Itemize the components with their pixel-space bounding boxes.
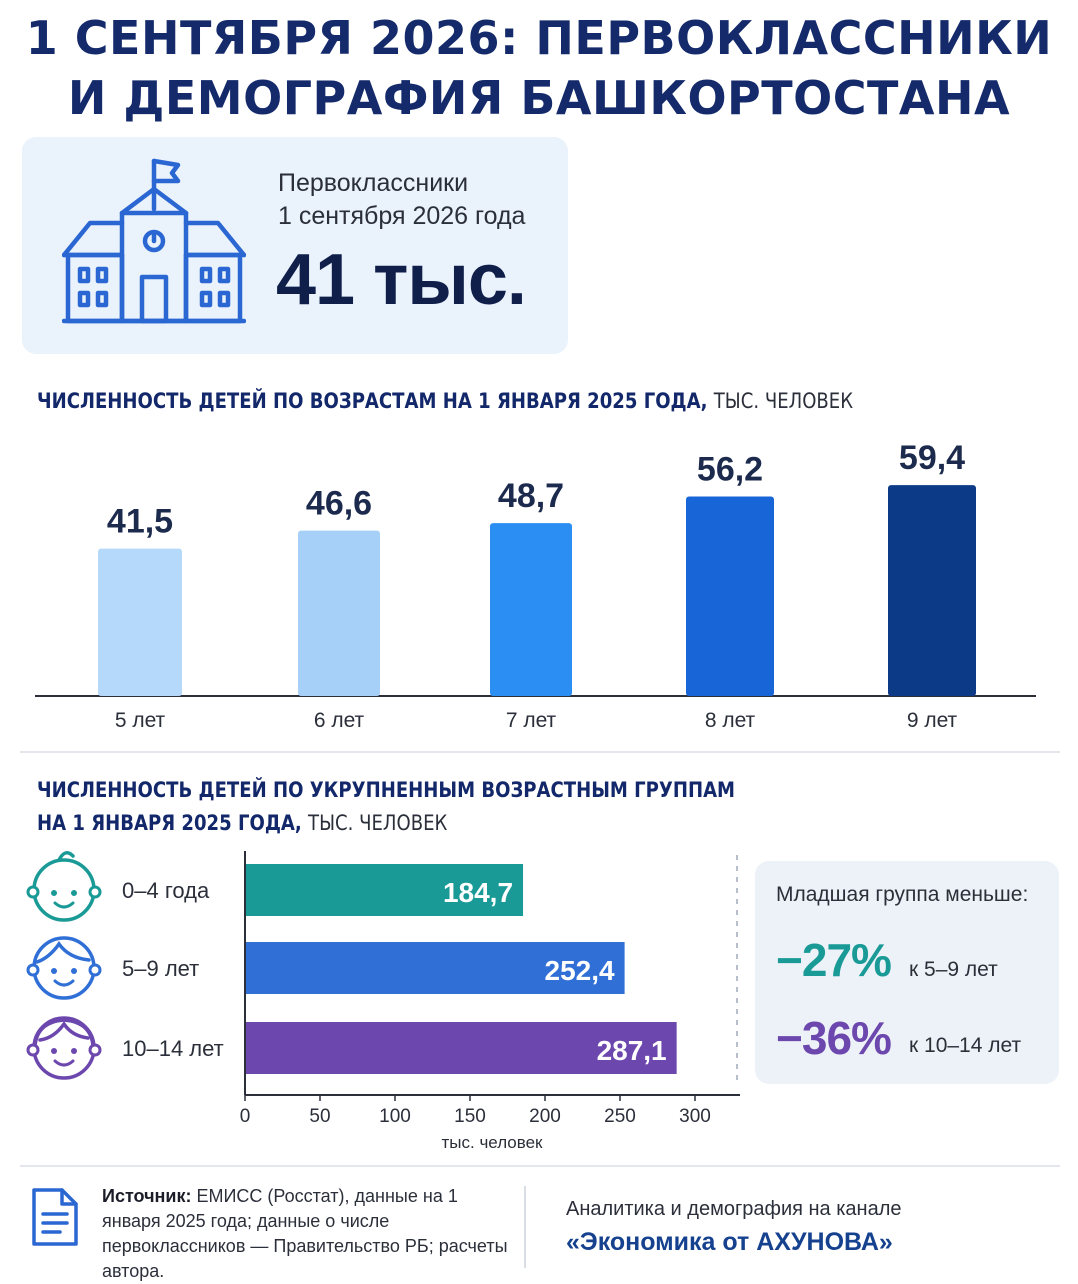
age-bar [888, 485, 976, 696]
group-bar [246, 864, 524, 916]
x-tick-label: 300 [679, 1106, 711, 1127]
age-chart-title-text: ЧИСЛЕННОСТЬ ДЕТЕЙ ПО ВОЗРАСТАМ НА 1 ЯНВА… [37, 389, 708, 413]
group-chart-unit: ТЫС. ЧЕЛОВЕК [308, 811, 448, 835]
x-tick-label: 150 [454, 1106, 486, 1127]
first-graders-label-line-2: 1 сентября 2026 года [278, 202, 526, 230]
age-bar-value-label: 46,6 [306, 485, 372, 523]
source-text: ЕМИСС (Росстат), данные на 1 января 2025… [102, 1186, 508, 1281]
age-bar [98, 548, 182, 696]
group-bar-chart: 0 50 100 150 200 250 300 тыс. человек 184,7 0–4 г… [26, 851, 740, 1152]
age-bar-value-label: 56,2 [697, 450, 763, 488]
first-graders-label: Первоклассники 1 сентября 2026 года [278, 167, 525, 233]
group-bar-value-label: 184,7 [443, 877, 513, 908]
document-icon [32, 1188, 78, 1246]
x-tick-label: 200 [529, 1106, 561, 1127]
x-axis-label: тыс. человек [442, 1133, 544, 1152]
age-bar [490, 523, 572, 696]
age-tick-label: 7 лет [506, 709, 557, 730]
x-tick-label: 50 [309, 1106, 330, 1127]
x-tick-label: 250 [604, 1106, 636, 1127]
footer-divider [20, 1165, 1060, 1167]
age-bar-chart: 41,5 5 лет 46,6 6 лет 48,7 7 лет 56,2 8 лет 59,4… [35, 439, 1036, 730]
teen-face-icon [26, 1016, 102, 1080]
title-line-2: И ДЕМОГРАФИЯ БАШКОРТОСТАНА [67, 71, 1011, 125]
group-bar [246, 1022, 677, 1074]
footer-separator [524, 1186, 526, 1268]
comparison-label-1: к 5–9 лет [909, 958, 998, 981]
channel-link[interactable]: «Экономика от АХУНОВА» [566, 1228, 893, 1256]
age-tick-label: 9 лет [907, 709, 958, 730]
group-category-label: 0–4 года [122, 878, 210, 903]
age-chart-title: ЧИСЛЕННОСТЬ ДЕТЕЙ ПО ВОЗРАСТАМ НА 1 ЯНВА… [37, 389, 853, 413]
age-tick-label: 6 лет [314, 709, 365, 730]
group-category-label: 10–14 лет [122, 1036, 224, 1061]
school-building-icon [62, 158, 246, 324]
child-face-icon [26, 936, 102, 1000]
age-bar-value-label: 59,4 [899, 439, 965, 477]
first-graders-value: 41 тыс. [276, 240, 527, 320]
age-bar-value-label: 48,7 [498, 477, 564, 515]
group-bar-value-label: 287,1 [597, 1035, 667, 1066]
comparison-card: Младшая группа меньше: −27% к 5–9 лет −3… [755, 861, 1059, 1084]
group-chart-title-line-2: НА 1 ЯНВАРЯ 2025 ГОДА, ТЫС. ЧЕЛОВЕК [37, 811, 447, 835]
age-bar [686, 496, 774, 696]
page-title: 1 СЕНТЯБРЯ 2026: ПЕРВОКЛАССНИКИ И ДЕМОГР… [0, 8, 1078, 128]
comparison-pct-1: −27% [776, 934, 892, 986]
age-tick-label: 8 лет [705, 709, 756, 730]
x-tick-label: 100 [379, 1106, 411, 1127]
title-line-1: 1 СЕНТЯБРЯ 2026: ПЕРВОКЛАССНИКИ [25, 11, 1053, 65]
group-chart-title-line-1: ЧИСЛЕННОСТЬ ДЕТЕЙ ПО УКРУПНЕННЫМ ВОЗРАСТ… [37, 778, 736, 802]
age-chart-unit: ТЫС. ЧЕЛОВЕК [713, 389, 854, 413]
first-graders-card: Первоклассники 1 сентября 2026 года 41 т… [22, 137, 568, 354]
comparison-title: Младшая группа меньше: [776, 883, 1029, 906]
age-bar-value-label: 41,5 [107, 503, 173, 541]
source-label: Источник: [102, 1186, 192, 1206]
group-chart-title-text: НА 1 ЯНВАРЯ 2025 ГОДА, [37, 811, 302, 835]
age-tick-label: 5 лет [115, 709, 166, 730]
group-bar [246, 942, 625, 994]
baby-face-icon [26, 851, 102, 922]
age-bar [298, 530, 380, 696]
promo-line: Аналитика и демография на канале [566, 1198, 902, 1220]
first-graders-label-line-1: Первоклассники [278, 169, 469, 197]
group-category-label: 5–9 лет [122, 956, 199, 981]
group-bar-value-label: 252,4 [545, 955, 615, 986]
comparison-label-2: к 10–14 лет [909, 1034, 1022, 1057]
source-note: Источник: ЕМИСС (Росстат), данные на 1 я… [102, 1184, 512, 1284]
x-tick-label: 0 [240, 1106, 251, 1127]
section-divider [20, 751, 1060, 753]
comparison-pct-2: −36% [776, 1012, 892, 1064]
